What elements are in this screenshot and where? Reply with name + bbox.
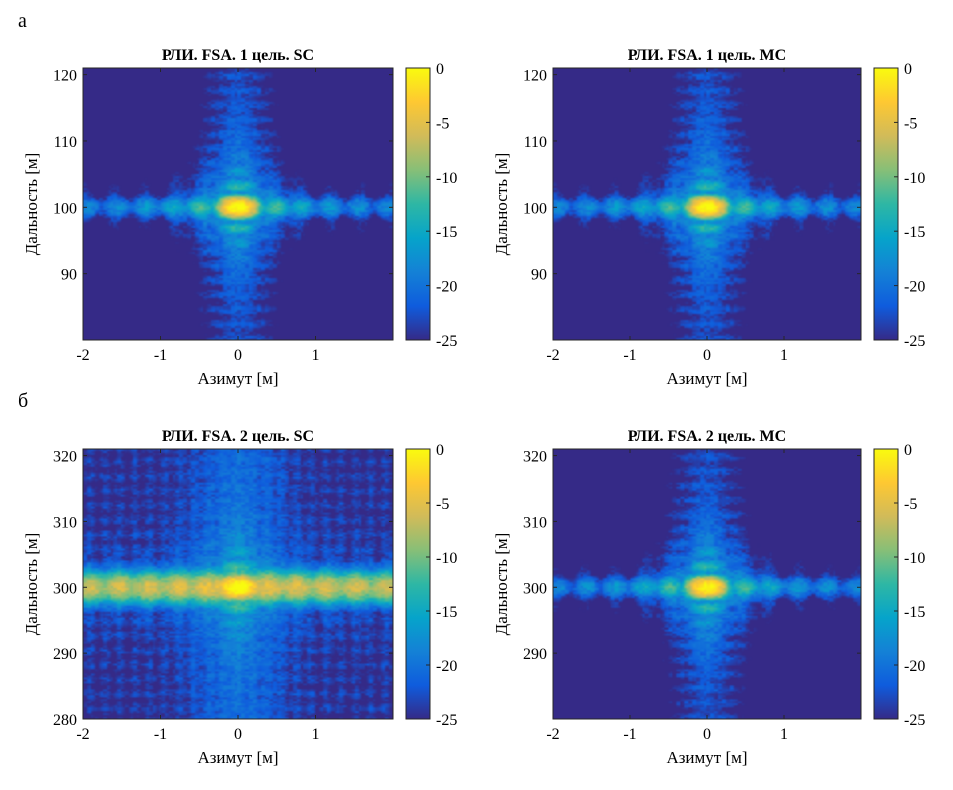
colorbar-tick-label: -25 bbox=[904, 333, 925, 350]
colorbar-tick-label: -20 bbox=[436, 279, 457, 296]
panel-label-a: а bbox=[18, 10, 27, 32]
x-tick-label: -1 bbox=[154, 347, 167, 364]
y-tick-label: 120 bbox=[523, 68, 547, 85]
y-tick-label: 100 bbox=[53, 200, 77, 217]
colorbar-tick-label: -10 bbox=[904, 170, 925, 187]
colorbar-tick-label: -25 bbox=[436, 333, 457, 350]
x-tick-label: 0 bbox=[703, 347, 711, 364]
y-axis-label: Дальность [м] bbox=[492, 533, 511, 636]
colorbar-tick-label: -15 bbox=[436, 604, 457, 621]
chart-title: РЛИ. FSA. 1 цель. SC bbox=[162, 47, 314, 64]
chart-title: РЛИ. FSA. 1 цель. MC bbox=[628, 47, 786, 64]
x-tick-label: 0 bbox=[234, 347, 242, 364]
colorbar-tick-label: -25 bbox=[436, 712, 457, 729]
y-tick-label: 290 bbox=[523, 646, 547, 663]
x-tick-label: 1 bbox=[780, 347, 788, 364]
y-tick-label: 120 bbox=[53, 68, 77, 85]
colorbar-tick-label: -5 bbox=[904, 496, 917, 513]
chart-title: РЛИ. FSA. 2 цель. SC bbox=[162, 428, 314, 445]
heatmap-image-2 bbox=[553, 68, 861, 340]
colorbar-tick-label: 0 bbox=[904, 61, 912, 78]
x-tick-label: -1 bbox=[623, 726, 636, 743]
colorbar-tick-label: -20 bbox=[904, 658, 925, 675]
colorbar-tick-label: -5 bbox=[904, 115, 917, 132]
y-tick-label: 320 bbox=[53, 449, 77, 466]
colorbar bbox=[873, 67, 899, 341]
colorbar-tick-label: -10 bbox=[436, 550, 457, 567]
heatmap-image-3 bbox=[83, 449, 393, 719]
colorbar bbox=[873, 448, 899, 720]
x-tick-label: 1 bbox=[312, 726, 320, 743]
x-tick-label: 0 bbox=[234, 726, 242, 743]
y-tick-label: 90 bbox=[531, 267, 547, 284]
y-tick-label: 90 bbox=[61, 267, 77, 284]
colorbar bbox=[405, 448, 431, 720]
chart-title: РЛИ. FSA. 2 цель. MC bbox=[628, 428, 786, 445]
heatmap-image-1 bbox=[83, 68, 393, 340]
colorbar-tick-label: -15 bbox=[436, 224, 457, 241]
x-tick-label: 1 bbox=[780, 726, 788, 743]
x-tick-label: -2 bbox=[546, 347, 559, 364]
x-axis-label: Азимут [м] bbox=[666, 369, 747, 388]
x-tick-label: -2 bbox=[546, 726, 559, 743]
colorbar-tick-label: -5 bbox=[436, 115, 449, 132]
y-tick-label: 320 bbox=[523, 449, 547, 466]
colorbar-tick-label: 0 bbox=[436, 442, 444, 459]
x-axis-label: Азимут [м] bbox=[197, 369, 278, 388]
y-tick-label: 300 bbox=[523, 580, 547, 597]
colorbar-tick-label: -5 bbox=[436, 496, 449, 513]
colorbar-tick-label: -15 bbox=[904, 224, 925, 241]
y-tick-label: 290 bbox=[53, 646, 77, 663]
colorbar-tick-label: -10 bbox=[904, 550, 925, 567]
x-tick-label: 1 bbox=[312, 347, 320, 364]
panel-label-b: б bbox=[18, 390, 29, 412]
x-axis-label: Азимут [м] bbox=[666, 748, 747, 767]
colorbar-tick-label: -20 bbox=[436, 658, 457, 675]
x-tick-label: -1 bbox=[154, 726, 167, 743]
x-tick-label: -2 bbox=[76, 726, 89, 743]
y-axis-label: Дальность [м] bbox=[22, 533, 41, 636]
colorbar-tick-label: -20 bbox=[904, 279, 925, 296]
colorbar-tick-label: -10 bbox=[436, 170, 457, 187]
x-tick-label: 0 bbox=[703, 726, 711, 743]
y-axis-label: Дальность [м] bbox=[22, 153, 41, 256]
colorbar-tick-label: 0 bbox=[904, 442, 912, 459]
x-axis-label: Азимут [м] bbox=[197, 748, 278, 767]
colorbar-tick-label: -15 bbox=[904, 604, 925, 621]
colorbar bbox=[405, 67, 431, 341]
y-tick-label: 300 bbox=[53, 580, 77, 597]
y-tick-label: 310 bbox=[523, 514, 547, 531]
heatmap-image-4 bbox=[553, 449, 861, 719]
y-tick-label: 280 bbox=[53, 712, 77, 729]
y-tick-label: 110 bbox=[524, 134, 547, 151]
y-tick-label: 310 bbox=[53, 514, 77, 531]
colorbar-tick-label: 0 bbox=[436, 61, 444, 78]
colorbar-tick-label: -25 bbox=[904, 712, 925, 729]
y-tick-label: 100 bbox=[523, 200, 547, 217]
x-tick-label: -2 bbox=[76, 347, 89, 364]
y-tick-label: 110 bbox=[54, 134, 77, 151]
x-tick-label: -1 bbox=[623, 347, 636, 364]
y-axis-label: Дальность [м] bbox=[492, 153, 511, 256]
